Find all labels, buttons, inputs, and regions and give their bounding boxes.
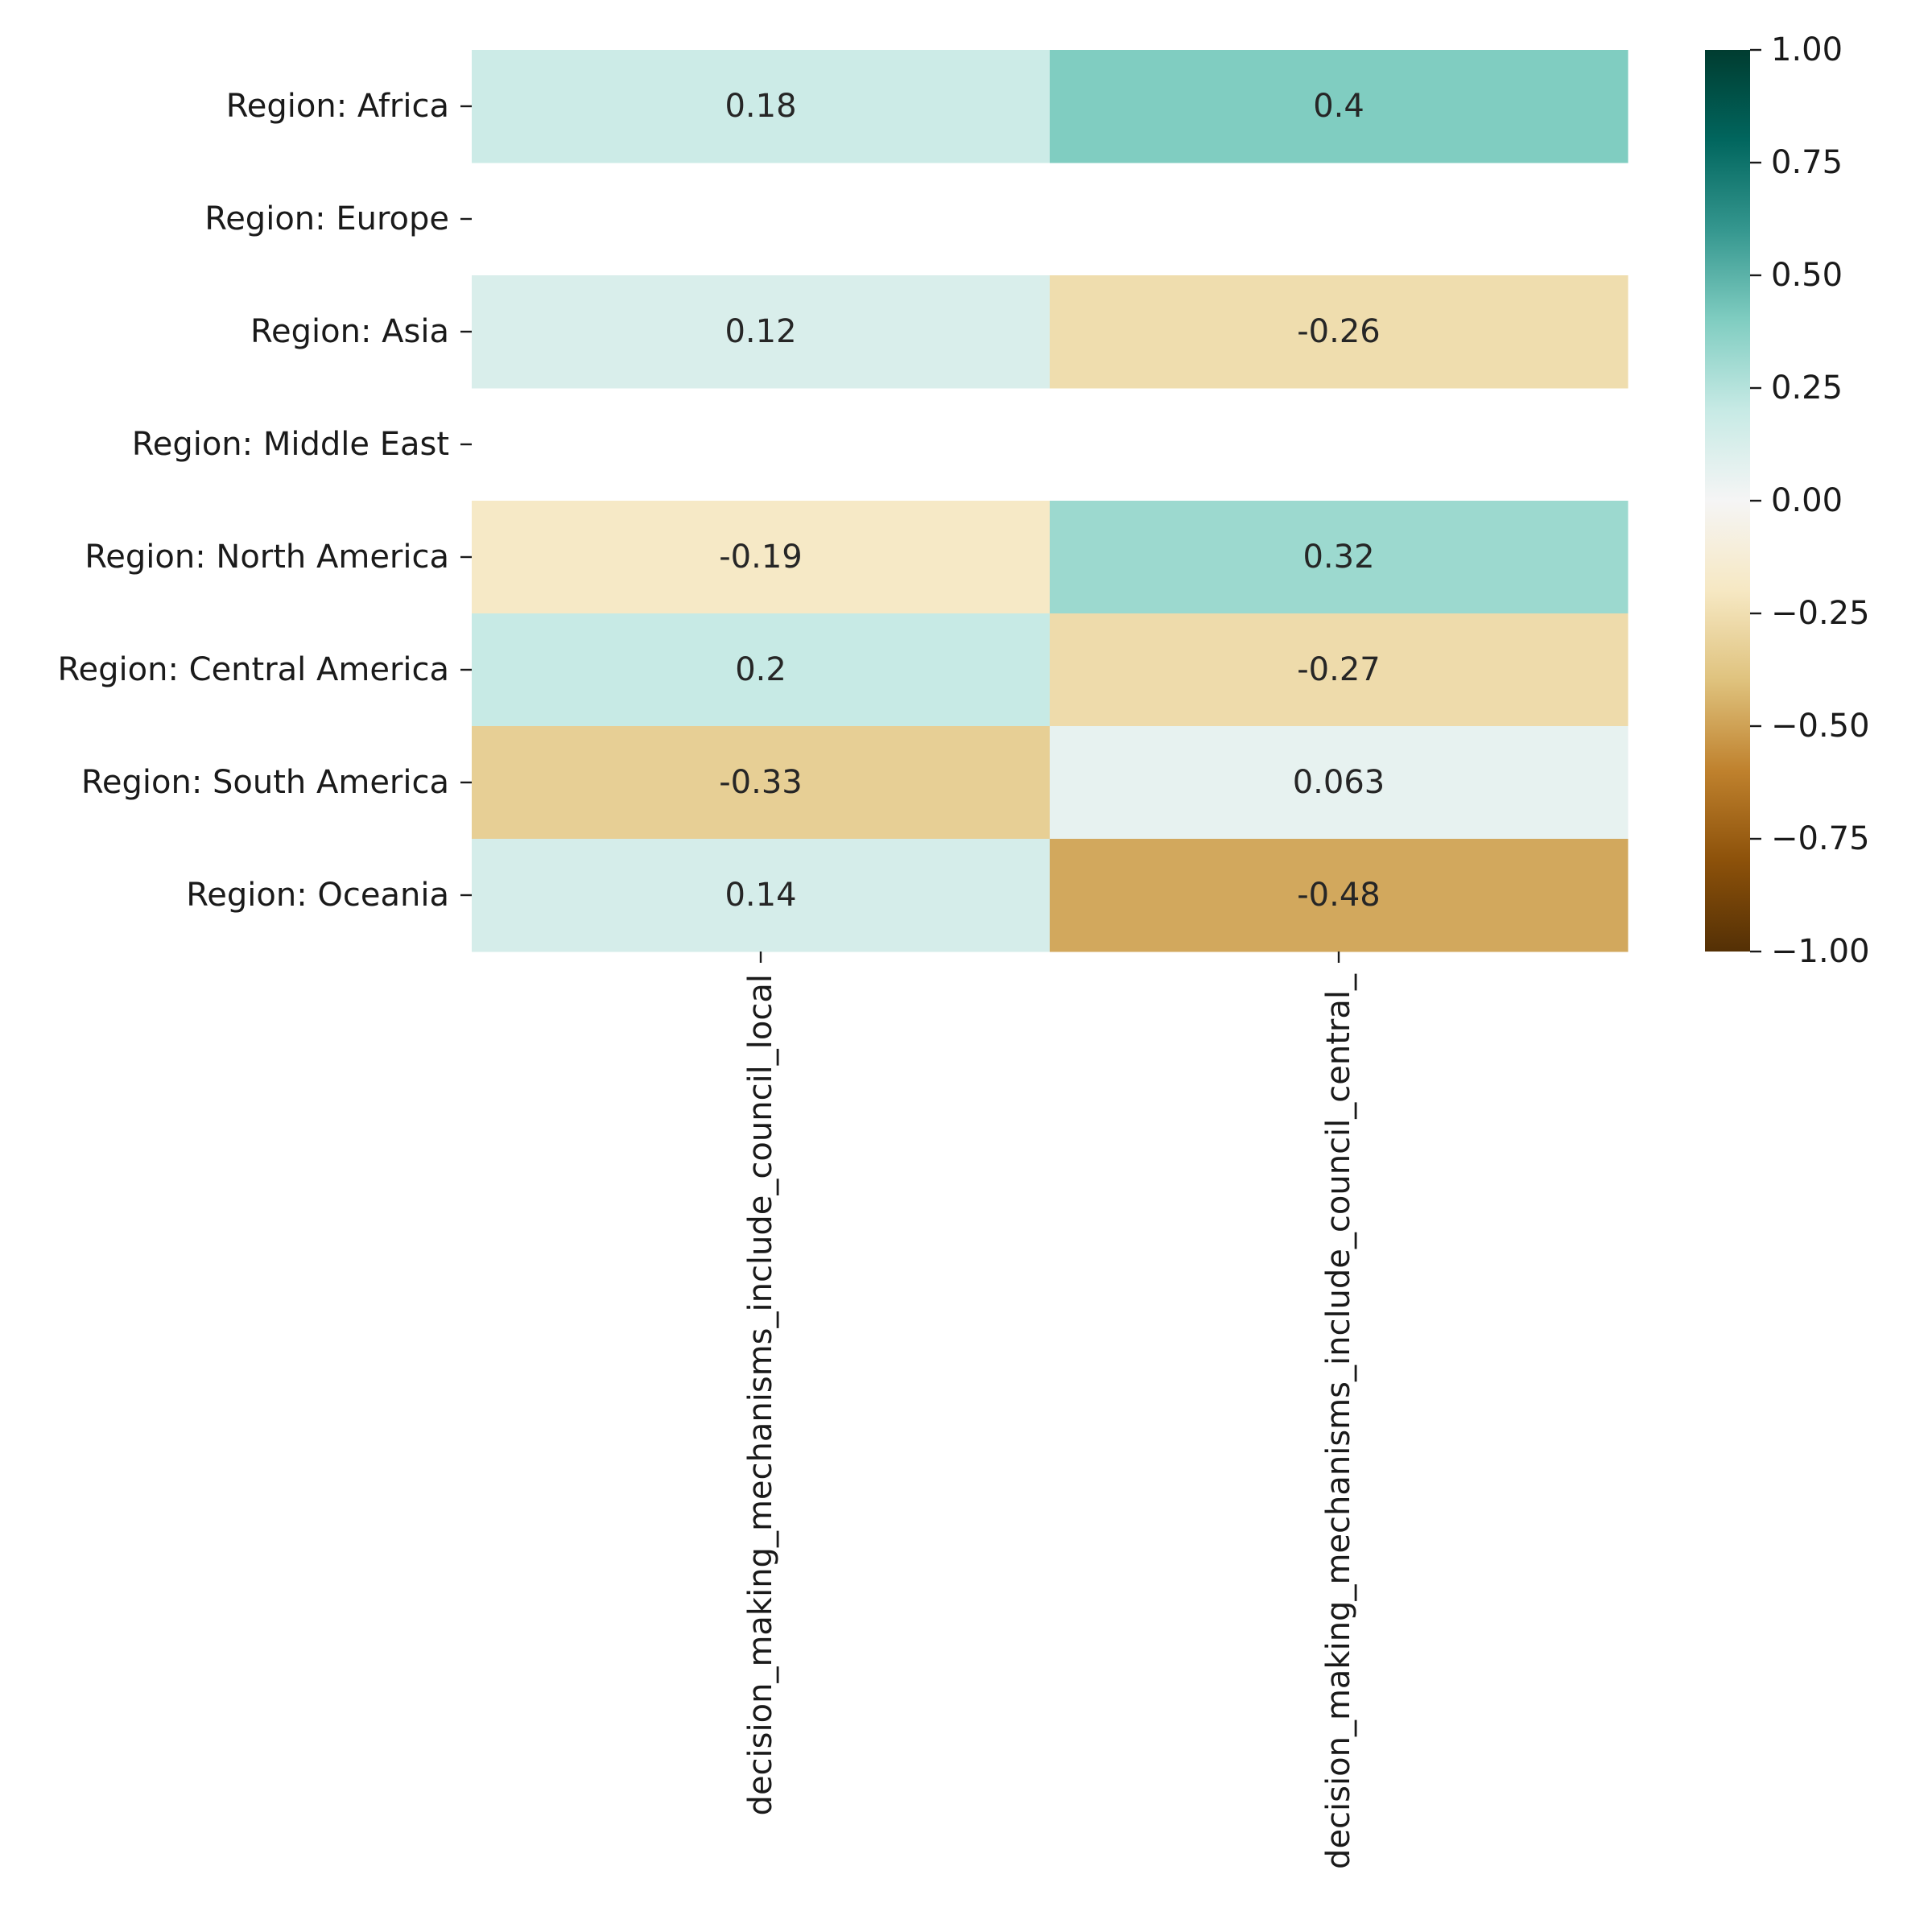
- cell-value-label: -0.27: [1297, 651, 1381, 688]
- heatmap-cell: [1050, 613, 1629, 727]
- colorbar-tick-label: 0.00: [1771, 482, 1843, 519]
- cell-value-label: 0.32: [1302, 539, 1374, 576]
- heatmap-cell: [1050, 50, 1629, 163]
- cell-value-label: 0.4: [1313, 88, 1364, 125]
- y-tick-label: Region: South America: [81, 764, 449, 801]
- cell-value-label: 0.18: [724, 88, 796, 125]
- colorbar-tick-label: −0.25: [1771, 595, 1870, 632]
- y-tick-label: Region: Central America: [58, 651, 449, 688]
- colorbar-tick-label: 1.00: [1771, 31, 1843, 68]
- colorbar-tick-label: 0.50: [1771, 257, 1843, 294]
- y-axis: Region: Africa Region: Europe Region: Asia…: [58, 88, 472, 914]
- x-tick-label: decision_making_mechanisms_include_counc…: [1320, 973, 1357, 1869]
- cell-value-label: -0.26: [1297, 313, 1381, 350]
- y-tick-label: Region: Asia: [250, 313, 449, 350]
- y-tick-label: Region: North America: [85, 539, 449, 576]
- cell-value-label: -0.33: [719, 764, 803, 801]
- heatmap-cell: [472, 50, 1051, 163]
- x-axis: decision_making_mechanisms_include_counc…: [742, 952, 1357, 1869]
- colorbar: 1.00 0.75 0.50 0.25 0.00 −0.25 −0.50 −0.75 −1.00: [1705, 31, 1870, 970]
- x-tick-label: decision_making_mechanisms_include_counc…: [742, 974, 779, 1815]
- colorbar-tick-label: −0.50: [1771, 708, 1870, 745]
- colorbar-tick-label: −0.75: [1771, 820, 1870, 857]
- cell-value-label: 0.14: [724, 877, 796, 914]
- y-tick-label: Region: Middle East: [132, 426, 449, 463]
- cell-value-label: 0.12: [724, 313, 796, 350]
- heatmap-cells: [472, 50, 1629, 952]
- cell-value-label: 0.063: [1293, 764, 1385, 801]
- colorbar-tick-label: 0.75: [1771, 144, 1843, 181]
- colorbar-tick-label: −1.00: [1771, 933, 1870, 970]
- heatmap-cell: [472, 613, 1051, 727]
- heatmap-cell: [1050, 839, 1629, 952]
- y-tick-label: Region: Africa: [226, 88, 449, 125]
- heatmap-cell: [1050, 726, 1629, 840]
- y-tick-label: Region: Oceania: [186, 877, 449, 914]
- cell-value-label: -0.19: [719, 539, 803, 576]
- heatmap-cell: [1050, 275, 1629, 389]
- y-tick-label: Region: Europe: [204, 200, 449, 237]
- heatmap-cell: [472, 839, 1051, 952]
- heatmap-annotations: 0.18 0.4 0.12 -0.26 -0.19 0.32 0.2 -0.27 -0.33 0.…: [719, 88, 1385, 914]
- heatmap-cell: [1050, 501, 1629, 614]
- colorbar-tick-label: 0.25: [1771, 369, 1843, 407]
- heatmap-cell: [472, 726, 1051, 840]
- heatmap-cell: [472, 275, 1051, 389]
- cell-value-label: -0.48: [1297, 877, 1381, 914]
- cell-value-label: 0.2: [735, 651, 786, 688]
- colorbar-gradient: [1705, 50, 1750, 952]
- heatmap-cell: [472, 501, 1051, 614]
